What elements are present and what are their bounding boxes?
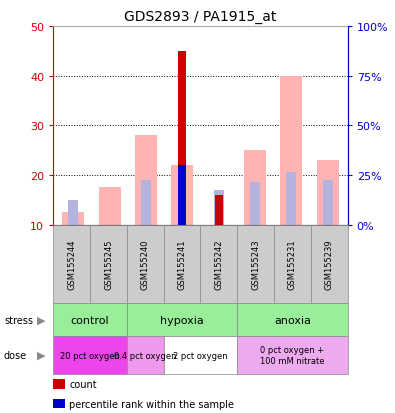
Text: 20 pct oxygen: 20 pct oxygen	[60, 351, 120, 360]
Text: anoxia: anoxia	[274, 315, 311, 325]
Bar	[62, 213, 84, 225]
Text: stress: stress	[4, 315, 33, 325]
Text: control: control	[71, 315, 109, 325]
Text: GSM155231: GSM155231	[288, 239, 297, 290]
Bar	[323, 180, 333, 225]
Text: GSM155245: GSM155245	[104, 239, 113, 290]
Bar	[214, 190, 224, 225]
Bar	[214, 195, 223, 225]
Bar	[244, 151, 266, 225]
Bar	[178, 166, 186, 225]
Text: dose: dose	[4, 350, 27, 360]
Bar	[286, 173, 296, 225]
Bar	[178, 52, 186, 225]
Text: 2 pct oxygen: 2 pct oxygen	[173, 351, 228, 360]
Text: GSM155241: GSM155241	[178, 239, 186, 290]
Bar	[171, 166, 193, 225]
Text: GSM155242: GSM155242	[214, 239, 223, 290]
Bar	[141, 180, 151, 225]
Bar	[135, 136, 157, 225]
Text: ▶: ▶	[37, 350, 46, 360]
Bar	[68, 200, 78, 225]
Text: 0 pct oxygen +
100 mM nitrate: 0 pct oxygen + 100 mM nitrate	[260, 346, 325, 365]
Text: GSM155240: GSM155240	[141, 239, 150, 290]
Text: GSM155244: GSM155244	[67, 239, 76, 290]
Text: ▶: ▶	[37, 315, 46, 325]
Bar	[99, 188, 120, 225]
Text: GSM155243: GSM155243	[251, 239, 260, 290]
Bar	[250, 183, 260, 225]
Bar	[280, 76, 302, 225]
Title: GDS2893 / PA1915_at: GDS2893 / PA1915_at	[124, 10, 276, 24]
Text: hypoxia: hypoxia	[160, 315, 204, 325]
Text: count: count	[69, 379, 97, 389]
Text: percentile rank within the sample: percentile rank within the sample	[69, 399, 234, 409]
Text: GSM155239: GSM155239	[325, 239, 334, 290]
Text: 0.4 pct oxygen: 0.4 pct oxygen	[114, 351, 177, 360]
Bar	[317, 161, 339, 225]
